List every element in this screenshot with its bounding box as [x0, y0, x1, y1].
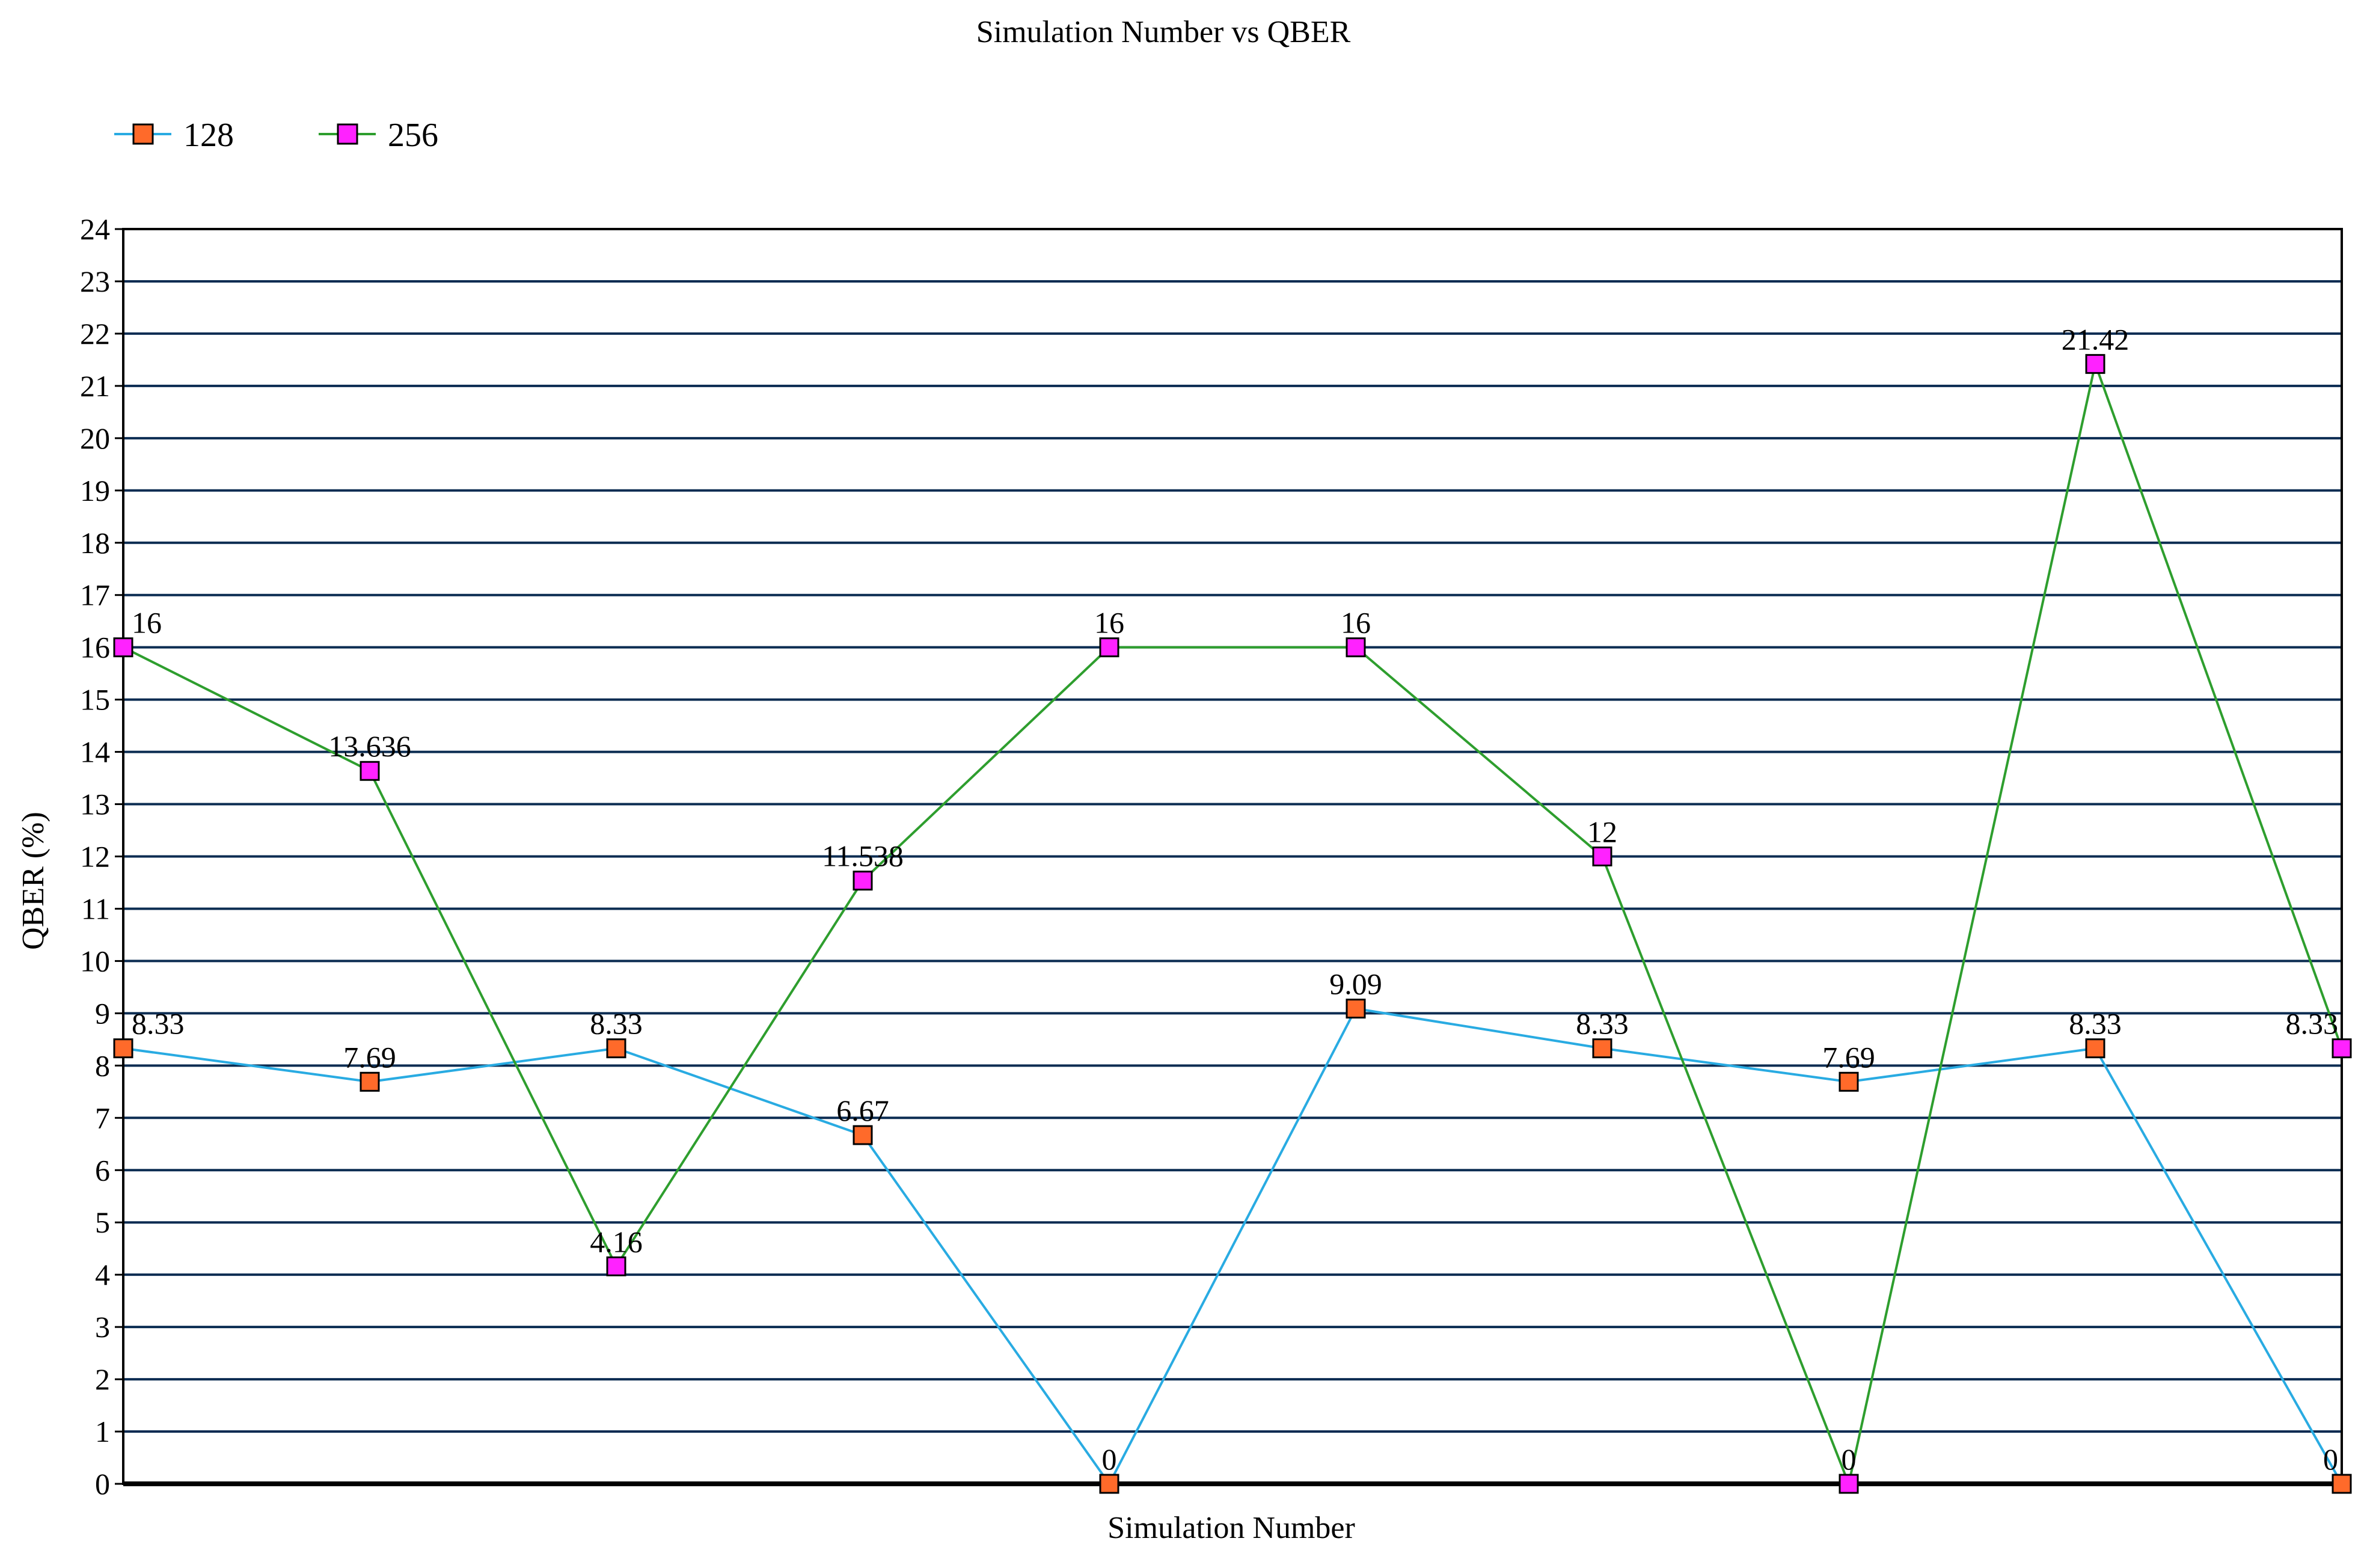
y-tick-label: 12 — [80, 840, 110, 874]
data-point-256 — [1346, 637, 1366, 658]
legend-item-256: 256 — [319, 117, 438, 154]
data-point-128 — [853, 1125, 873, 1145]
y-tick-label: 3 — [95, 1310, 110, 1344]
data-point-128 — [1099, 1474, 1119, 1494]
data-label-256: 0 — [1842, 1442, 1857, 1476]
y-tick-label: 8 — [95, 1049, 110, 1082]
y-tick-label: 5 — [95, 1205, 110, 1239]
y-tick-label: 19 — [80, 474, 110, 507]
data-point-256 — [360, 761, 380, 781]
data-point-256 — [1839, 1474, 1859, 1494]
grid-lines — [123, 280, 2342, 1433]
x-axis-title: Simulation Number — [1107, 1511, 1355, 1545]
y-tick-label: 11 — [81, 892, 110, 925]
data-label-128: 7.69 — [343, 1040, 396, 1074]
y-tick-label: 0 — [95, 1467, 110, 1501]
data-label-128: 8.33 — [2069, 1007, 2122, 1041]
data-label-256: 13.636 — [328, 729, 411, 763]
y-tick-label: 6 — [95, 1153, 110, 1187]
data-label-256: 21.42 — [2062, 322, 2130, 356]
data-point-128 — [1346, 999, 1366, 1019]
data-point-256 — [1099, 637, 1119, 658]
y-tick-label: 10 — [80, 944, 110, 978]
series-layer: 8.33 7.69 8.33 6.67 0 9.09 8.33 7.69 8.33 0 16 13.6… — [113, 322, 2352, 1494]
data-label-128: 9.09 — [1329, 967, 1382, 1001]
data-point-128 — [2332, 1474, 2352, 1494]
y-tick-label: 24 — [80, 212, 110, 246]
data-point-256 — [853, 871, 873, 891]
y-tick-label: 1 — [95, 1415, 110, 1448]
data-label-256: 16 — [1341, 606, 1371, 640]
legend: 128 256 — [114, 117, 438, 154]
data-point-128 — [1592, 1038, 1612, 1059]
data-point-256 — [1592, 847, 1612, 866]
data-point-256 — [113, 637, 133, 658]
data-label-128: 0 — [1102, 1442, 1117, 1476]
legend-label-128: 128 — [183, 117, 234, 154]
legend-label-256: 256 — [388, 117, 438, 154]
y-tick-label: 9 — [95, 996, 110, 1030]
data-label-256: 8.33 — [2286, 1007, 2339, 1041]
y-tick-label: 21 — [80, 369, 110, 403]
y-tick-label: 20 — [80, 421, 110, 455]
data-point-256 — [606, 1256, 626, 1276]
data-label-128: 8.33 — [590, 1007, 643, 1041]
y-tick-label: 13 — [80, 788, 110, 821]
data-label-128: 7.69 — [1822, 1040, 1875, 1074]
data-point-128 — [2085, 1038, 2105, 1059]
y-tick-label: 18 — [80, 526, 110, 560]
data-label-256: 11.538 — [822, 839, 904, 873]
data-point-256 — [2332, 1038, 2352, 1059]
data-point-128 — [1839, 1071, 1859, 1092]
series-line-128 — [123, 1007, 2343, 1486]
chart-title: Simulation Number vs QBER — [976, 15, 1351, 49]
y-tick-label: 7 — [95, 1101, 110, 1135]
series-line-256 — [123, 360, 2343, 1488]
data-label-128: 8.33 — [132, 1007, 185, 1041]
data-point-128 — [360, 1071, 380, 1092]
y-tick-label: 4 — [95, 1258, 110, 1291]
y-tick-label: 15 — [80, 683, 110, 717]
y-tick-label: 14 — [80, 735, 110, 769]
y-tick-label: 2 — [95, 1362, 110, 1396]
data-label-256: 4.16 — [590, 1225, 643, 1258]
data-label-256: 16 — [132, 606, 162, 640]
y-axis-title: QBER (%) — [16, 812, 51, 950]
data-label-128: 0 — [2323, 1442, 2338, 1476]
series-128: 8.33 7.69 8.33 6.67 0 9.09 8.33 7.69 8.33 0 — [113, 967, 2352, 1494]
legend-item-128: 128 — [114, 117, 234, 154]
series-256: 16 13.636 4.16 11.538 16 16 12 0 21.42 8.33 — [113, 322, 2352, 1494]
y-tick-label: 16 — [80, 631, 110, 664]
data-label-128: 6.67 — [836, 1094, 889, 1127]
data-point-128 — [113, 1038, 133, 1059]
y-tick-label: 23 — [80, 265, 110, 298]
data-label-256: 16 — [1094, 606, 1124, 640]
y-tick-label: 17 — [80, 578, 110, 612]
data-point-128 — [606, 1038, 626, 1059]
data-label-128: 8.33 — [1576, 1007, 1629, 1041]
data-label-256: 12 — [1587, 815, 1617, 849]
data-point-256 — [2085, 354, 2105, 374]
y-tick-label: 22 — [80, 317, 110, 351]
